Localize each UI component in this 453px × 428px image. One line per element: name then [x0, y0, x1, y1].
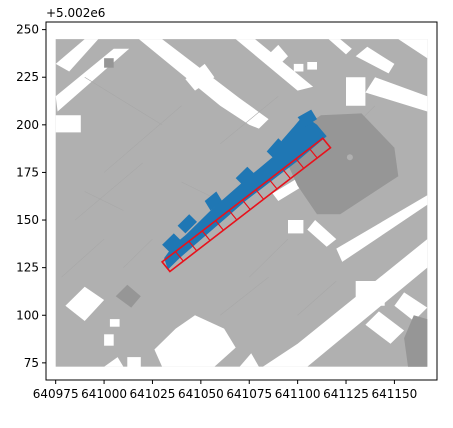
y-tick-label: 125	[16, 261, 39, 275]
street-gap	[272, 178, 304, 201]
map-layer	[55, 39, 428, 369]
street-gap	[104, 334, 114, 346]
street-gap	[355, 46, 395, 74]
street-gap	[365, 77, 428, 112]
dark-building	[115, 284, 141, 308]
x-tick-label: 640975	[33, 387, 79, 401]
street-gap	[154, 315, 236, 367]
street-gap	[336, 195, 428, 262]
y-offset-label: +5.002e6	[46, 6, 105, 20]
lot-line	[84, 191, 124, 211]
selected-building-part	[297, 109, 317, 127]
x-tick-label: 641025	[130, 387, 176, 401]
street-gap	[307, 220, 337, 247]
lot-line	[123, 238, 153, 268]
street-gap	[55, 39, 99, 72]
street-gap	[293, 63, 304, 72]
street-gap	[398, 39, 428, 59]
y-tick-label: 200	[16, 118, 39, 132]
street-gap	[288, 220, 304, 234]
selected-building-part	[177, 214, 197, 234]
x-tick-label: 641075	[226, 387, 272, 401]
y-tick-label: 250	[16, 23, 39, 37]
lot-line	[220, 276, 269, 316]
outline-strip	[160, 137, 332, 273]
selected-buildings	[164, 115, 327, 270]
lot-line	[220, 96, 279, 145]
x-tick-label: 641050	[178, 387, 224, 401]
y-tick-label: 75	[24, 356, 39, 370]
selected-building-part	[266, 138, 286, 160]
lot-line	[297, 280, 337, 316]
x-tick-label: 641125	[323, 387, 369, 401]
axes-frame	[45, 21, 438, 381]
street-gap	[65, 286, 105, 321]
selected-building-part	[162, 233, 182, 253]
street-gap	[355, 281, 385, 306]
y-tick-label: 225	[16, 70, 39, 84]
street-gap	[394, 292, 428, 321]
selected-building-part	[204, 191, 223, 211]
y-tick-label: 150	[16, 213, 39, 227]
street-gap	[109, 319, 120, 327]
street-gap	[55, 115, 81, 133]
street-gap	[365, 311, 405, 344]
lot-line	[84, 76, 163, 126]
y-tick-label: 175	[16, 165, 39, 179]
street-gap	[264, 44, 288, 68]
lot-line	[103, 105, 182, 173]
y-tick-label: 100	[16, 308, 39, 322]
street-gap	[328, 39, 352, 55]
street-gap	[307, 62, 317, 70]
lot-line	[249, 238, 289, 278]
street-gap	[185, 63, 215, 91]
x-tick-label: 641150	[372, 387, 418, 401]
lot-line	[74, 162, 143, 221]
street-gap	[127, 357, 141, 369]
x-tick-label: 641000	[81, 387, 127, 401]
dark-building	[104, 58, 114, 68]
axis-ticks: 640975 641000 641025 641050 641075 641100 6411…	[16, 23, 417, 401]
street-gap	[104, 357, 124, 367]
dark-building	[404, 315, 428, 367]
street-gap	[239, 353, 259, 367]
lot-line	[61, 238, 105, 278]
selected-building-part	[235, 166, 255, 186]
courtyard-dot	[346, 154, 353, 161]
x-tick-label: 641100	[275, 387, 321, 401]
street-gap	[346, 77, 366, 106]
